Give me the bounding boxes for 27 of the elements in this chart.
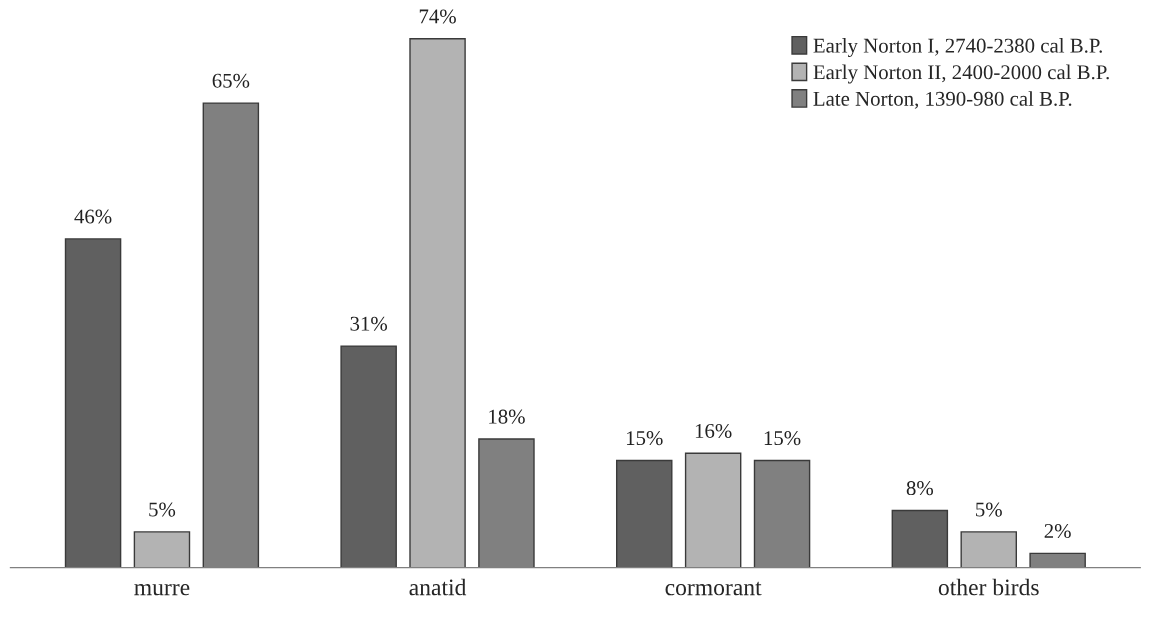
bar (684, 452, 742, 568)
bar (960, 531, 1017, 568)
data-label: 65% (212, 73, 250, 88)
data-label: 5% (976, 502, 1002, 517)
bar (615, 459, 673, 568)
data-label: 2% (1044, 523, 1071, 539)
data-label: 16% (695, 423, 732, 439)
bar (891, 509, 949, 568)
data-label: 5% (149, 502, 176, 517)
data-label: 74% (419, 9, 456, 24)
x-tick-label: cormorant (665, 581, 762, 596)
legend-label: Early Norton II, 2400-2000 cal B.P. (813, 64, 1109, 84)
legend-label: Late Norton, 1390-980 cal B.P. (813, 91, 1072, 109)
bar (133, 531, 191, 568)
bar (64, 238, 122, 568)
data-label: 15% (626, 431, 663, 446)
x-tick-label: murre (134, 584, 190, 596)
data-label: 15% (764, 431, 801, 446)
legend-label: Early Norton I, 2740-2380 cal B.P. (813, 38, 1102, 57)
x-tick-label: anatid (409, 578, 467, 596)
data-label: 18% (489, 409, 525, 424)
bar (340, 345, 397, 568)
x-tick-label: other birds (938, 578, 1039, 596)
data-label: 31% (350, 316, 388, 331)
bar (409, 38, 466, 568)
data-label: 8% (906, 481, 934, 496)
data-label: 46% (74, 209, 112, 224)
